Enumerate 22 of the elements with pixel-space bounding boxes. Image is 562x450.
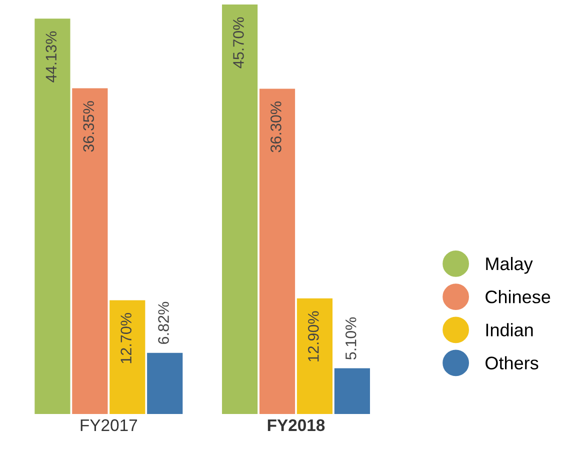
bar xyxy=(147,352,183,414)
bar xyxy=(334,368,370,414)
bar xyxy=(72,88,108,414)
data-label: 12.90% xyxy=(308,311,319,362)
data-label: 6.82% xyxy=(158,302,169,344)
bar xyxy=(296,298,333,414)
legend-label: Malay xyxy=(486,256,533,274)
bar xyxy=(222,4,258,414)
bar xyxy=(110,300,146,414)
data-label: 45.70% xyxy=(233,17,244,68)
legend-label: Indian xyxy=(486,323,533,336)
x-tick-label: FY2017 xyxy=(80,419,138,432)
legend-label: Others xyxy=(486,356,538,370)
data-label: 12.70% xyxy=(120,313,132,364)
bar xyxy=(34,18,70,414)
legend-label: Chinese xyxy=(486,290,550,304)
data-label: 5.10% xyxy=(345,317,356,360)
data-label: 36.30% xyxy=(270,102,282,152)
bar xyxy=(259,88,296,414)
data-label: 36.35% xyxy=(83,101,94,152)
x-tick-label: FY2018 xyxy=(268,419,325,432)
data-label: 44.13% xyxy=(46,31,57,82)
